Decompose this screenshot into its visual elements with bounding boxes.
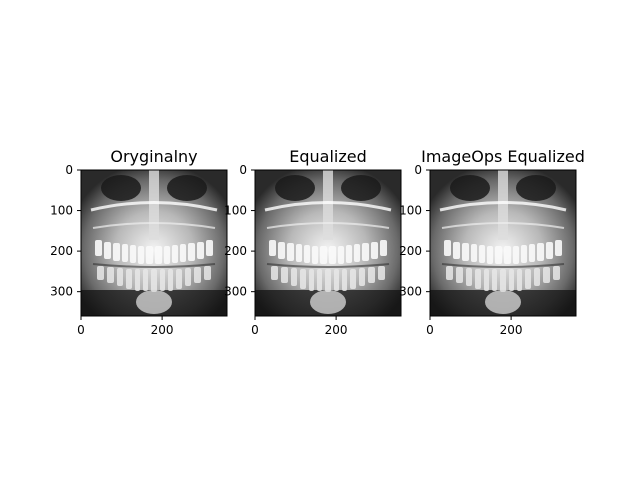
axes-frame <box>80 169 228 317</box>
y-tick-label: 0 <box>414 163 422 177</box>
xray-image <box>253 168 403 318</box>
x-tick-label: 0 <box>77 323 85 337</box>
x-tick-label: 0 <box>426 323 434 337</box>
y-tick-label: 200 <box>399 244 422 258</box>
y-tick-label: 300 <box>224 285 247 299</box>
y-tick-label: 200 <box>224 244 247 258</box>
y-tick-label: 0 <box>65 163 73 177</box>
x-tick-label: 200 <box>325 323 348 337</box>
subplot-title: Equalized <box>289 147 367 166</box>
subplot-title: ImageOps Equalized <box>421 147 585 166</box>
x-tick-label: 200 <box>151 323 174 337</box>
axes-frame <box>429 169 577 317</box>
axes-frame <box>254 169 402 317</box>
subplot-1: Oryginalny 0 100 200 300 0 200 <box>50 147 229 337</box>
subplot-2: Equalized 0 100 200 300 0 200 <box>224 147 403 337</box>
y-tick-label: 300 <box>399 285 422 299</box>
subplot-title: Oryginalny <box>110 147 197 166</box>
y-tick-label: 100 <box>399 204 422 218</box>
y-tick-label: 100 <box>50 204 73 218</box>
y-tick-label: 200 <box>50 244 73 258</box>
xray-image <box>79 168 229 318</box>
xray-image <box>428 168 578 318</box>
y-tick-label: 300 <box>50 285 73 299</box>
y-tick-label: 100 <box>224 204 247 218</box>
x-tick-label: 0 <box>251 323 259 337</box>
x-tick-label: 200 <box>500 323 523 337</box>
y-tick-label: 0 <box>239 163 247 177</box>
